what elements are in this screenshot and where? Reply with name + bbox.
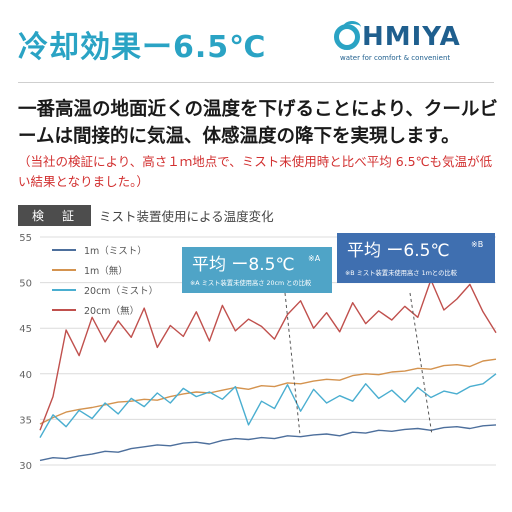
chart-series bbox=[39, 279, 497, 462]
callout-mark: ※B bbox=[471, 240, 483, 249]
series-line-2 bbox=[39, 373, 497, 438]
series-line-0 bbox=[39, 424, 497, 462]
chart-heading: 検 証 ミスト装置使用による温度変化 bbox=[18, 205, 274, 226]
brand-tagline: water for comfort & convenient bbox=[340, 54, 451, 62]
chart-title: ミスト装置使用による温度変化 bbox=[99, 209, 274, 224]
y-tick-label: 55 bbox=[19, 233, 32, 244]
y-tick-label: 40 bbox=[19, 370, 32, 381]
chart-badge: 検 証 bbox=[18, 205, 92, 226]
callout-subtext: ※B ミスト装置未使用高さ 1ｍとの比較 bbox=[345, 268, 458, 277]
headline: 冷却効果ー6.5℃ bbox=[18, 30, 267, 65]
brand-name: HMIYA bbox=[362, 22, 461, 52]
legend-label: 1m（無） bbox=[84, 265, 128, 277]
callout-box bbox=[337, 233, 495, 283]
series-line-3 bbox=[39, 279, 497, 431]
y-tick-label: 45 bbox=[19, 324, 32, 335]
note-text: （当社の検証により、高さ１ｍ地点で、ミスト未使用時と比べ平均 6.5℃も気温が低… bbox=[18, 154, 493, 189]
y-tick-label: 30 bbox=[19, 461, 32, 472]
brand-logo: HMIYA water for comfort & convenient bbox=[334, 21, 494, 76]
callout-mark: ※A bbox=[308, 254, 321, 263]
brand-logo-mark bbox=[334, 21, 361, 50]
callout-title: 平均 ー6.5℃ bbox=[347, 241, 450, 261]
callout-subtext: ※A ミスト装置未使用高さ 20cm との比較 bbox=[190, 278, 312, 287]
chart-legend: 1m（ミスト） 1m（無） 20cm（ミスト） 20cm（無） bbox=[52, 245, 158, 317]
legend-label: 1m（ミスト） bbox=[84, 245, 147, 257]
y-tick-label: 35 bbox=[19, 415, 32, 426]
lead-text: 一番高温の地面近くの温度を下げることにより、クールビームは間接的に気温、体感温度… bbox=[18, 99, 498, 147]
callout-title: 平均 ー8.5℃ bbox=[192, 255, 295, 275]
legend-label: 20cm（無） bbox=[84, 305, 139, 317]
y-tick-label: 50 bbox=[19, 279, 32, 290]
legend-label: 20cm（ミスト） bbox=[84, 285, 158, 297]
series-line-1 bbox=[39, 358, 497, 425]
temperature-chart: 30 35 40 45 50 55 1m（ミスト） 1m（無） 20cm（ミスト） 20cm（無… bbox=[19, 233, 497, 472]
header-divider bbox=[18, 82, 494, 83]
chart-callouts: 平均 ー8.5℃ ※A ※A ミスト装置未使用高さ 20cm との比較 平均 ー6.5… bbox=[182, 233, 495, 436]
callout-box bbox=[182, 247, 332, 293]
